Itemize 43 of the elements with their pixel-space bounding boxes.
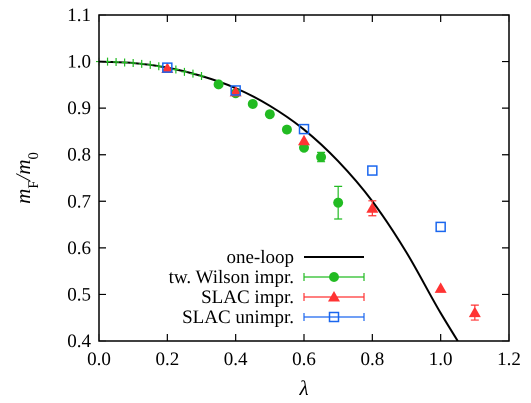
- point: [333, 198, 344, 208]
- point: [138, 59, 146, 68]
- point: [146, 60, 154, 70]
- y-tick-label: 0.5: [67, 284, 91, 306]
- legend-label: one-loop: [226, 247, 294, 268]
- point: [214, 79, 224, 90]
- point: [121, 58, 128, 68]
- y-tick-label: 0.6: [67, 238, 91, 259]
- x-tick-label: 1.2: [497, 349, 521, 370]
- y-tick-label: 1.1: [67, 5, 91, 26]
- point: [112, 57, 120, 67]
- x-axis-title: λ: [298, 376, 309, 400]
- point: [104, 56, 112, 66]
- x-tick-label: 0.6: [292, 349, 316, 370]
- y-tick-label: 1.0: [67, 52, 91, 73]
- point: [172, 64, 180, 74]
- point: [435, 222, 446, 232]
- x-tick-label: 0.0: [87, 349, 111, 370]
- y-tick-label: 0.9: [67, 98, 91, 120]
- x-tick-label: 1.0: [428, 349, 453, 370]
- point: [198, 71, 206, 81]
- point: [248, 98, 258, 109]
- point: [282, 124, 292, 135]
- point: [264, 109, 275, 120]
- point: [298, 134, 310, 146]
- point: [189, 69, 197, 78]
- point: [367, 165, 378, 176]
- legend-label: SLAC impr.: [201, 287, 294, 308]
- y-tick-label: 0.7: [67, 191, 91, 212]
- point: [366, 202, 378, 213]
- x-tick-label: 0.2: [155, 349, 180, 370]
- point: [298, 124, 310, 134]
- y-tick-label: 0.8: [67, 144, 91, 166]
- point: [130, 58, 137, 68]
- x-tick-label: 0.8: [360, 349, 384, 370]
- legend-label: SLAC unimpr.: [182, 307, 294, 328]
- point: [434, 282, 447, 293]
- legend-label: tw. Wilson impr.: [168, 267, 294, 288]
- point: [468, 306, 481, 318]
- x-tick-label: 0.4: [224, 349, 248, 370]
- point: [155, 62, 162, 71]
- y-tick-label: 0.4: [67, 331, 92, 352]
- point: [180, 67, 188, 76]
